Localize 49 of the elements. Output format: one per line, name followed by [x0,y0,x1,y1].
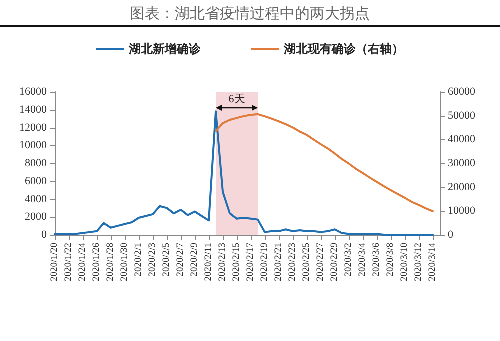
y-tick-label: 0 [42,229,48,241]
x-tick-label: 2020/2/19 [260,242,270,282]
y2-tick-label: 0 [448,229,454,241]
y-tick-label: 6000 [25,175,48,188]
x-tick-label: 2020/3/6 [372,242,382,277]
x-tick-label: 2020/2/13 [218,242,228,282]
x-tick-label: 2020/3/10 [400,242,410,282]
y2-tick-label: 40000 [448,134,476,146]
x-tick-label: 2020/2/3 [148,242,158,277]
y2-tick-label: 20000 [448,181,476,194]
x-tick-label: 2020/2/17 [246,242,256,282]
x-tick-label: 2020/3/4 [358,242,368,277]
band-label: 6天 [228,94,246,106]
x-tick-label: 2020/3/8 [386,242,396,277]
chart-title: 图表：湖北省疫情过程中的两大拐点 [130,6,370,22]
legend-label: 湖北新增确诊 [128,42,202,56]
x-tick-label: 2020/2/23 [288,242,298,282]
x-tick-label: 2020/2/29 [330,242,340,282]
y-tick-label: 8000 [25,158,48,170]
x-tick-label: 2020/2/5 [162,242,172,277]
x-tick-label: 2020/2/15 [232,242,242,282]
y-tick-label: 10000 [20,140,48,152]
y2-tick-label: 50000 [448,110,476,122]
y-tick-label: 16000 [20,86,48,98]
line-series [215,113,434,212]
x-tick-label: 2020/1/20 [50,242,60,282]
y-tick-label: 14000 [20,104,48,116]
legend-label: 湖北现有确诊（右轴） [283,42,404,56]
x-tick-label: 2020/2/1 [134,242,144,277]
x-tick-label: 2020/2/21 [274,242,284,282]
x-tick-label: 2020/2/7 [176,242,186,277]
y-tick-label: 12000 [20,122,48,134]
x-tick-label: 2020/1/24 [78,242,88,282]
y2-tick-label: 30000 [448,158,476,170]
x-tick-label: 2020/2/9 [190,242,200,277]
x-tick-label: 2020/1/30 [120,242,130,282]
y-tick-label: 2000 [25,211,48,224]
x-tick-label: 2020/1/26 [92,242,102,282]
x-tick-label: 2020/3/2 [344,242,354,277]
x-tick-label: 2020/1/28 [106,242,116,282]
x-tick-label: 2020/2/27 [316,242,326,282]
y-tick-label: 4000 [25,193,48,206]
y2-tick-label: 10000 [448,205,476,218]
x-tick-label: 2020/3/12 [414,242,424,282]
x-tick-label: 2020/2/11 [204,242,214,282]
x-tick-label: 2020/2/25 [302,242,312,282]
y2-tick-label: 60000 [448,86,476,98]
x-tick-label: 2020/3/14 [428,242,438,282]
x-tick-label: 2020/1/22 [64,242,74,282]
